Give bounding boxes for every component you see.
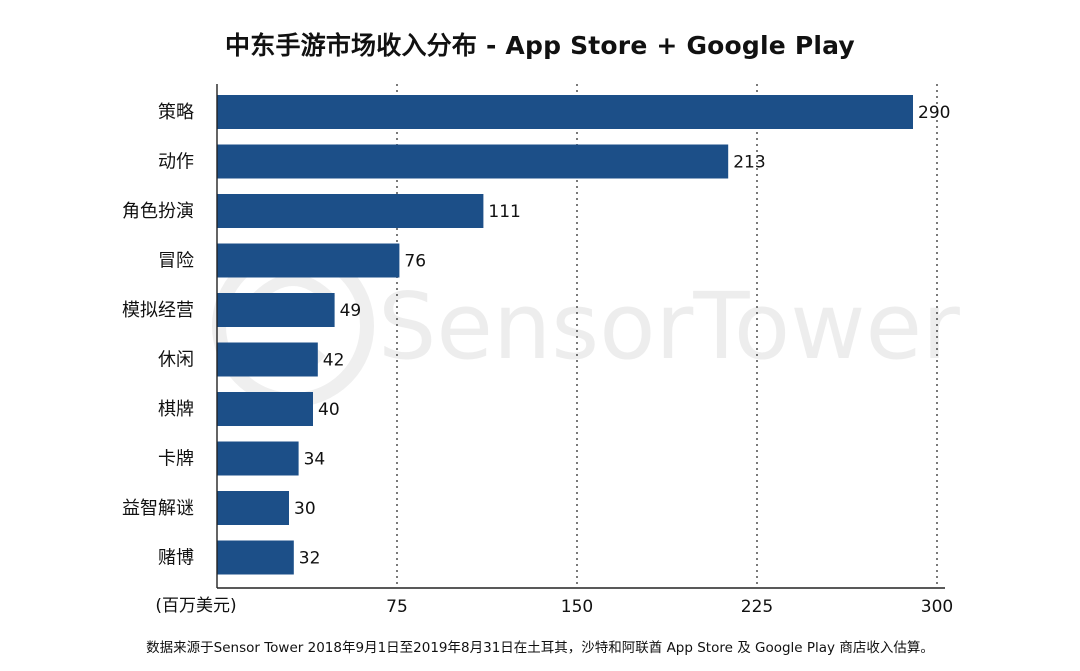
- value-label: 111: [488, 202, 520, 222]
- value-label: 40: [318, 400, 340, 420]
- source-footnote: 数据来源于Sensor Tower 2018年9月1日至2019年8月31日在土…: [146, 640, 934, 656]
- value-label: 49: [340, 301, 362, 321]
- x-axis-unit-label: (百万美元): [155, 596, 236, 616]
- gridlines: [396, 84, 938, 588]
- category-label: 策略: [158, 102, 194, 123]
- bar: [217, 144, 729, 179]
- chart-title: 中东手游市场收入分布 - App Store + Google Play: [225, 31, 855, 60]
- x-tick-label: 300: [921, 597, 953, 617]
- x-tick-label: 150: [561, 597, 593, 617]
- bars: [217, 95, 913, 575]
- watermark: SensorTower: [212, 245, 960, 407]
- category-label: 角色扮演: [122, 201, 194, 222]
- bar: [217, 540, 294, 575]
- category-label: 休闲: [158, 350, 194, 371]
- bar: [217, 243, 400, 278]
- value-label: 30: [294, 499, 316, 519]
- bar: [217, 194, 484, 228]
- value-label: 290: [918, 103, 950, 123]
- category-label: 卡牌: [158, 449, 194, 470]
- bar: [217, 392, 313, 426]
- bar: [217, 342, 318, 377]
- x-tick-label: 225: [741, 597, 773, 617]
- category-label: 益智解谜: [122, 498, 194, 519]
- bar: [217, 293, 335, 327]
- value-label: 42: [323, 351, 345, 371]
- labels: (百万美元) 75 150 225 300 策略 290 动作 213 角色扮演 111 冒险 76 模…: [122, 102, 953, 617]
- bar: [217, 491, 289, 525]
- value-label: 76: [404, 252, 426, 272]
- watermark-text: SensorTower: [378, 273, 960, 380]
- bar: [217, 441, 299, 476]
- x-tick-label: 75: [386, 597, 408, 617]
- value-label: 32: [299, 549, 321, 569]
- bar: [217, 95, 913, 129]
- value-label: 34: [304, 450, 326, 470]
- category-label: 冒险: [158, 251, 194, 272]
- category-label: 棋牌: [158, 399, 194, 420]
- axes: [216, 84, 945, 589]
- category-label: 赌博: [158, 548, 194, 569]
- category-label: 模拟经营: [122, 300, 194, 321]
- category-label: 动作: [158, 152, 194, 173]
- value-label: 213: [733, 153, 765, 173]
